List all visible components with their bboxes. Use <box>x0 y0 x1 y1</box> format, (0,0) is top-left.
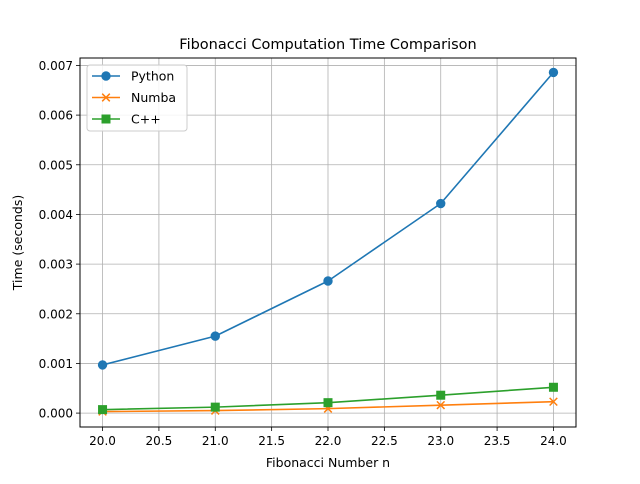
x-tick-label: 23.5 <box>484 434 511 448</box>
y-tick-label: 0.001 <box>39 357 73 371</box>
y-tick-label: 0.004 <box>39 208 73 222</box>
data-point-cp <box>436 390 446 400</box>
legend-label-numba: Numba <box>131 90 176 105</box>
legend-marker-numba <box>101 93 111 102</box>
legend-item-cp: C++ <box>92 112 161 127</box>
legend-items: Python Numba C++ <box>92 69 176 127</box>
y-tick-label: 0.002 <box>39 307 73 321</box>
x-tick-label: 22.5 <box>371 434 398 448</box>
y-axis-ticks: 0.000 0.001 0.002 0.003 0.004 0.005 0.006 0.007 <box>39 59 80 421</box>
y-tick-label: 0.007 <box>39 59 73 73</box>
y-axis-label: Time (seconds) <box>10 195 25 291</box>
x-axis-ticks: 20.0 20.5 21.0 21.5 22.0 22.5 23.0 23.5 24.0 <box>89 427 567 448</box>
legend-item-numba: Numba <box>92 90 176 105</box>
legend-marker-python <box>101 71 111 81</box>
legend-label-python: Python <box>131 69 174 84</box>
data-point-cp <box>210 402 220 412</box>
data-point-numba <box>436 400 446 410</box>
legend-box <box>86 64 188 132</box>
data-point-cp <box>98 405 108 415</box>
y-tick-label: 0.003 <box>39 258 73 272</box>
x-tick-label: 21.5 <box>258 434 285 448</box>
legend-marker-cp <box>101 114 111 124</box>
grid <box>80 58 576 427</box>
legend-label-cp: C++ <box>131 112 161 127</box>
x-tick-label: 21.0 <box>202 434 229 448</box>
data-point-python <box>210 331 220 341</box>
data-point-cp <box>548 382 558 392</box>
data-point-python <box>436 198 446 209</box>
data-point-numba <box>549 397 558 407</box>
data-point-python <box>97 360 108 370</box>
data-point-python <box>548 67 559 78</box>
chart-title: Fibonacci Computation Time Comparison <box>179 37 476 53</box>
legend-item-python: Python <box>92 69 174 84</box>
y-tick-label: 0.005 <box>39 158 73 172</box>
x-tick-label: 23.0 <box>427 434 454 448</box>
series-python <box>97 67 559 370</box>
x-tick-label: 22.0 <box>315 434 342 448</box>
y-tick-label: 0.000 <box>39 407 73 421</box>
x-tick-label: 24.0 <box>540 434 567 448</box>
legend: Python Numba C++ <box>86 64 188 132</box>
data-point-python <box>323 276 333 286</box>
y-tick-label: 0.006 <box>39 109 73 123</box>
x-axis-label: Fibonacci Number n <box>266 455 390 470</box>
series-cp <box>98 382 558 415</box>
data-point-cp <box>323 398 333 408</box>
series-group <box>97 67 559 416</box>
x-tick-label: 20.5 <box>146 434 173 448</box>
x-tick-label: 20.0 <box>89 434 116 448</box>
